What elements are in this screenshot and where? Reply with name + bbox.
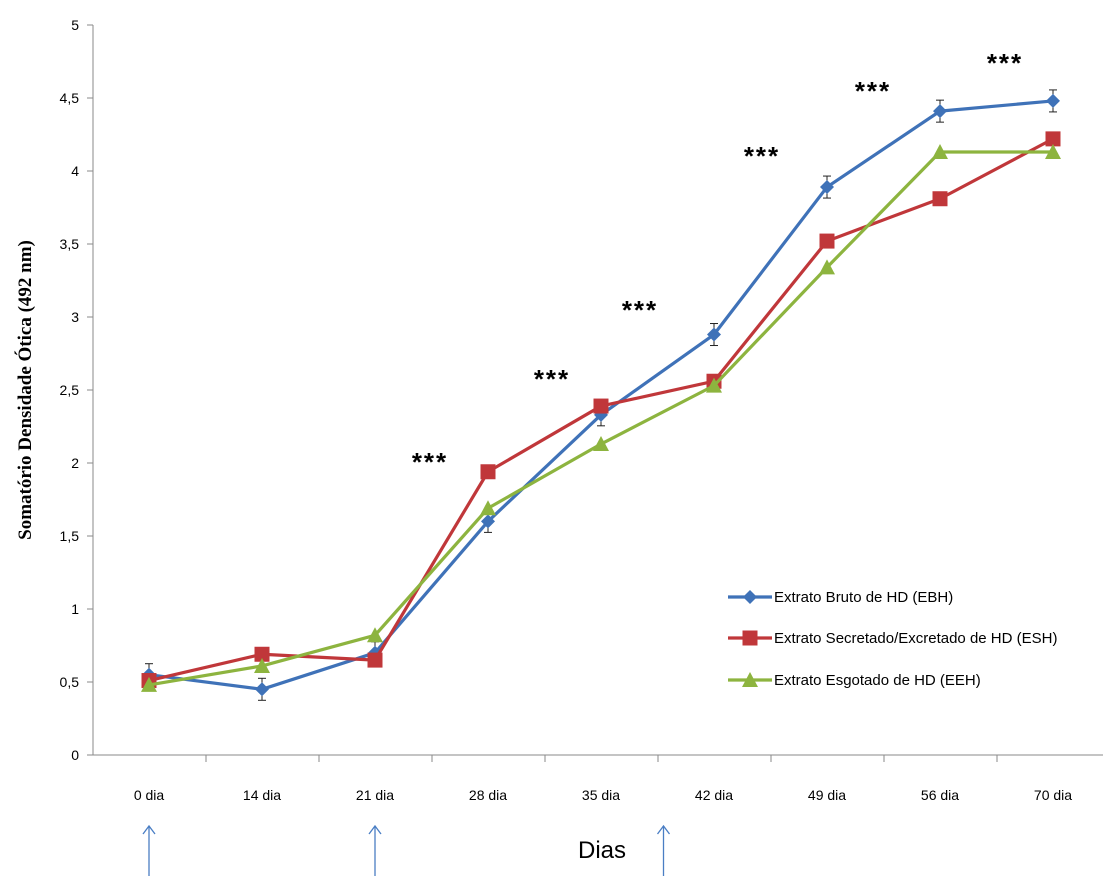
up-arrow [368,824,382,876]
y-tick-label: 0,5 [60,674,80,690]
data-point [593,436,609,452]
data-point [367,652,383,668]
up-arrow [142,824,156,876]
significance-annotation: *** [622,295,658,325]
axes: 0 0,5 1 1,5 2 2,5 3 3,5 4 4,5 5 0 dia 14 dia 21 dia 28… [60,17,1103,876]
data-point [820,180,834,195]
x-tick-label: 42 dia [695,787,733,803]
series-group [141,89,1061,701]
data-point [1046,93,1060,108]
legend-item: Extrato Esgotado de HD (EEH) [728,672,981,689]
data-point [141,676,157,692]
data-point [932,191,948,207]
annotations: *** *** *** *** *** *** [412,48,1023,477]
data-point [933,104,947,119]
x-tick-label: 49 dia [808,787,846,803]
data-point [254,646,270,662]
legend: Extrato Bruto de HD (EBH) Extrato Secreta… [728,589,1057,689]
data-point [706,377,722,393]
data-point [593,398,609,414]
legend-label: Extrato Bruto de HD (EBH) [774,589,953,606]
significance-annotation: *** [534,364,570,394]
x-tick-label: 0 dia [134,787,165,803]
series-0 [142,89,1060,701]
x-tick-label: 35 dia [582,787,620,803]
data-point [819,259,835,275]
y-tick-label: 0 [71,747,79,763]
significance-annotation: *** [987,48,1023,78]
legend-label: Extrato Secretado/Excretado de HD (ESH) [774,630,1057,647]
x-tick-label: 56 dia [921,787,959,803]
legend-label: Extrato Esgotado de HD (EEH) [774,672,981,689]
data-point [481,514,495,529]
data-point [932,144,948,160]
data-point [480,464,496,480]
y-tick-label: 2 [71,455,79,471]
significance-annotation: *** [855,76,891,106]
significance-annotation: *** [744,141,780,171]
y-tick-label: 5 [71,17,79,33]
legend-item: Extrato Bruto de HD (EBH) [728,589,953,606]
data-point [367,627,383,643]
legend-marker [743,590,757,604]
data-point [1045,144,1061,160]
x-tick-label: 21 dia [356,787,394,803]
significance-annotation: *** [412,447,448,477]
y-tick-label: 2,5 [60,382,80,398]
legend-item: Extrato Secretado/Excretado de HD (ESH) [728,630,1057,647]
data-point [819,233,835,249]
x-tick-label: 28 dia [469,787,507,803]
up-arrow [656,824,671,876]
y-tick-label: 1 [71,601,79,617]
x-tick-label: 70 dia [1034,787,1072,803]
legend-marker [742,630,758,646]
y-tick-label: 1,5 [60,528,80,544]
y-tick-label: 3,5 [60,236,80,252]
y-axis-label: Somatório Densidade Ótica (492 nm) [14,240,36,540]
x-tick-label: 14 dia [243,787,281,803]
data-point [480,500,496,516]
data-point [255,682,269,697]
data-point [254,657,270,673]
y-tick-label: 4 [71,163,79,179]
data-point [707,327,721,342]
y-tick-label: 4,5 [60,90,80,106]
y-tick-label: 3 [71,309,79,325]
legend-marker [742,672,758,687]
x-axis-label: Dias [578,837,626,864]
series-2 [141,144,1061,692]
data-point [1045,131,1061,147]
